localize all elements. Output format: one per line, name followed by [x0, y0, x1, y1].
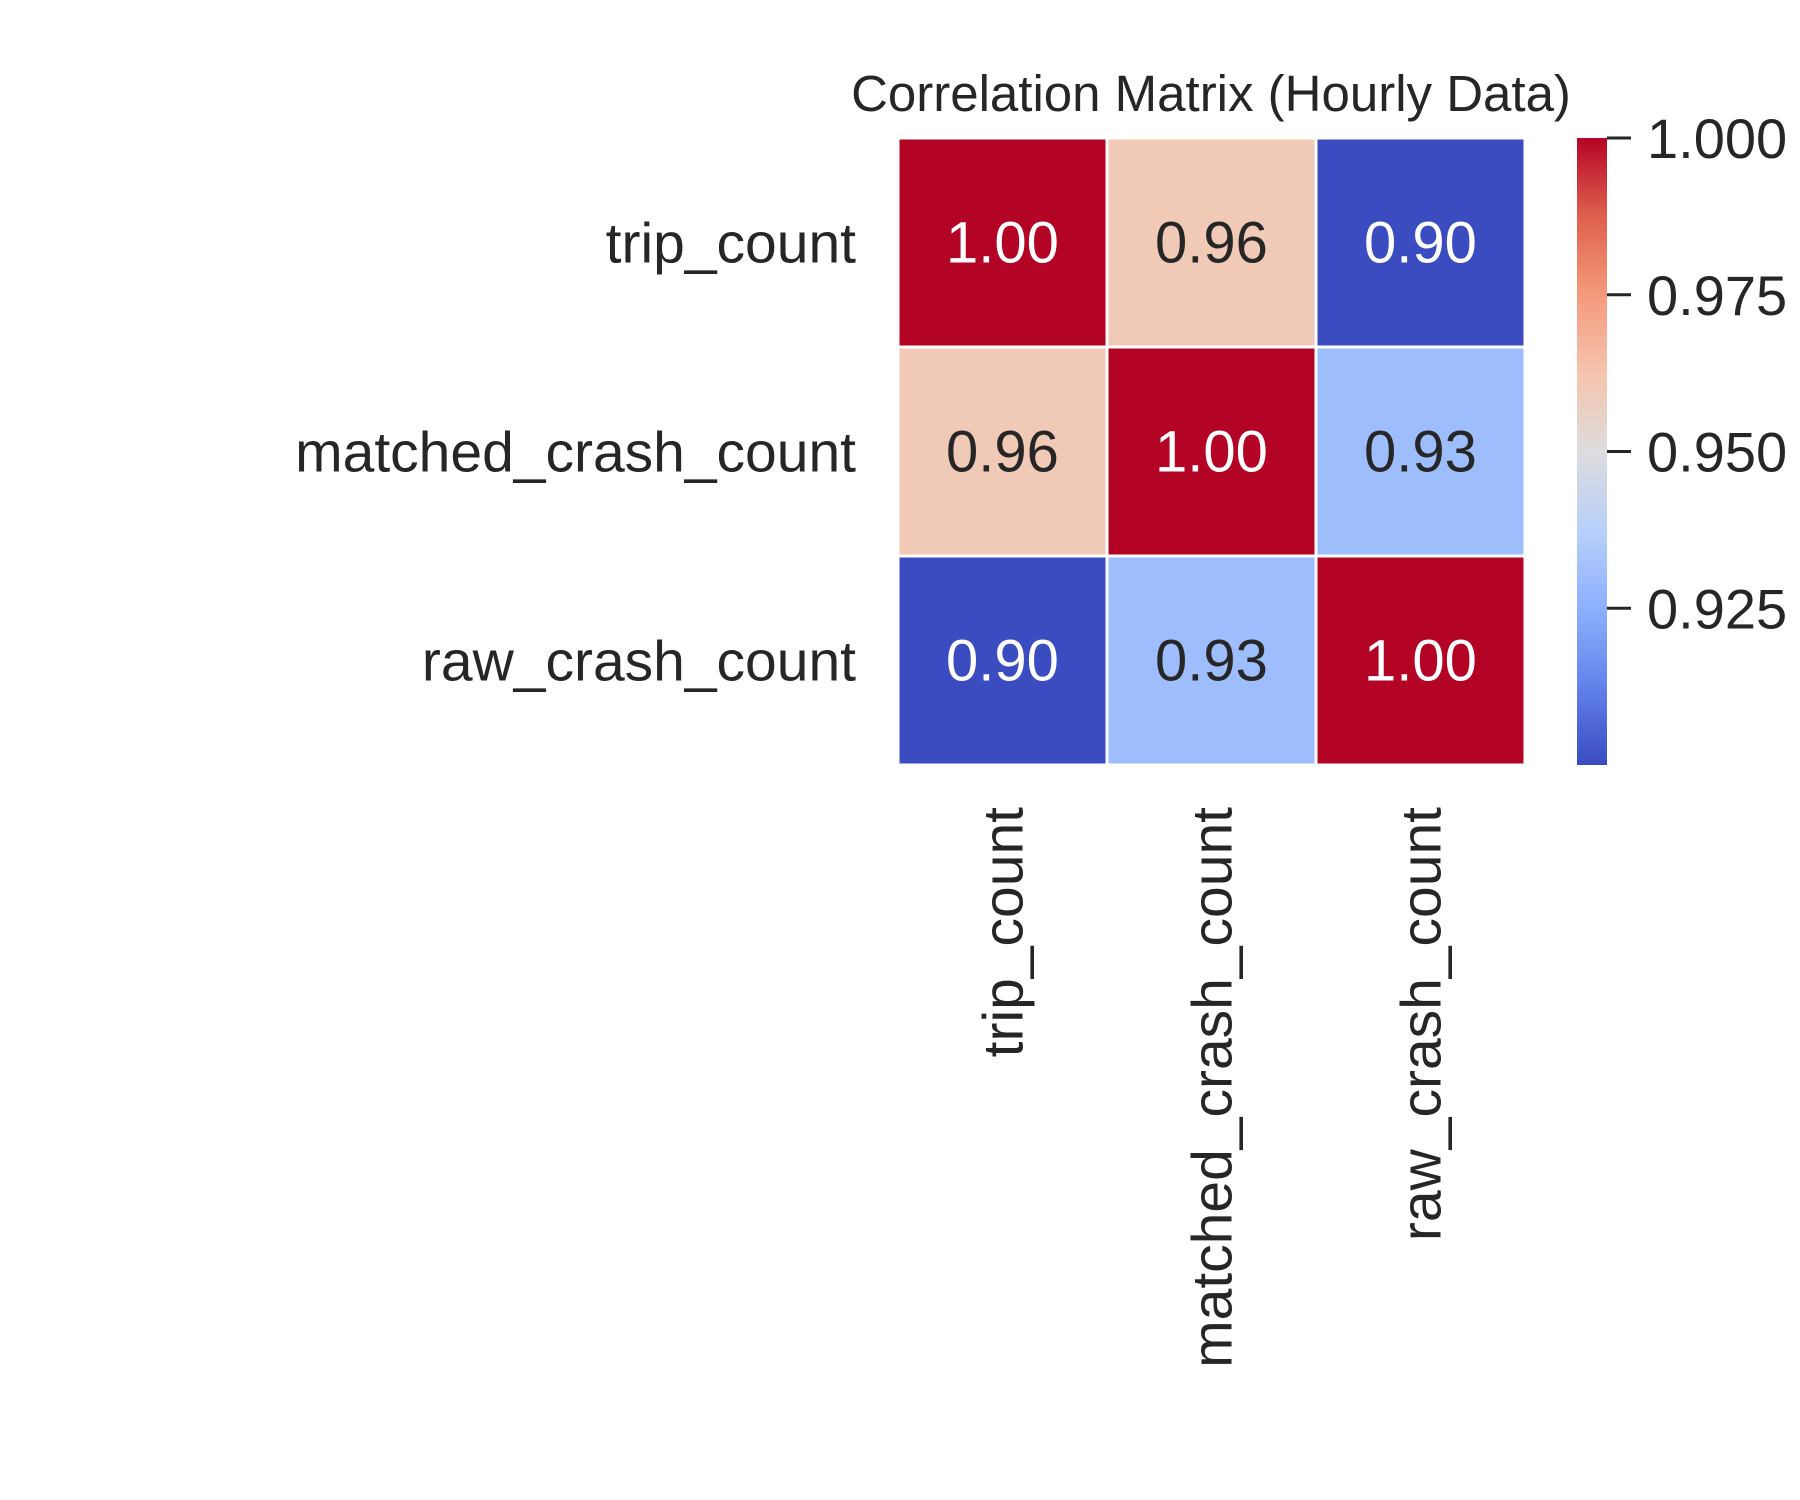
heatmap-cell-2-1	[1105, 554, 1318, 767]
y-tick-label-1: matched_crash_count	[295, 421, 856, 485]
x-axis-tick-labels: trip_count matched_crash_count raw_crash_c…	[972, 807, 1454, 1368]
cell-annotation-2-1: 0.93	[1155, 629, 1268, 694]
heatmap-cells	[896, 136, 1527, 767]
heatmap-cell-0-1	[1105, 136, 1318, 349]
heatmap-annotations: 1.00 0.96 0.90 0.96 1.00 0.93 0.90 0.93 1.00	[946, 211, 1477, 694]
cell-annotation-2-0: 0.90	[946, 629, 1059, 694]
colorbar-tick-label-2: 0.975	[1647, 264, 1787, 327]
cell-annotation-0-2: 0.90	[1364, 211, 1477, 276]
heatmap-cell-2-2	[1314, 554, 1527, 767]
x-tick-label-2: raw_crash_count	[1390, 807, 1454, 1241]
x-tick-label-0: trip_count	[972, 807, 1036, 1057]
chart-title: Correlation Matrix (Hourly Data)	[851, 65, 1571, 122]
cell-annotation-1-1: 1.00	[1155, 420, 1268, 485]
heatmap-cell-0-2	[1314, 136, 1527, 349]
x-tick-label-1: matched_crash_count	[1181, 807, 1245, 1368]
colorbar-tick-label-0: 0.925	[1647, 577, 1787, 640]
heatmap-cell-0-0	[896, 136, 1109, 349]
colorbar-tick-label-1: 0.950	[1647, 421, 1787, 484]
y-tick-label-0: trip_count	[606, 212, 856, 276]
heatmap-cell-2-0	[896, 554, 1109, 767]
y-axis-tick-labels: trip_count matched_crash_count raw_crash_c…	[295, 212, 856, 694]
colorbar	[1577, 138, 1607, 765]
colorbar-tick-label-3: 1.000	[1647, 107, 1787, 170]
cell-annotation-0-1: 0.96	[1155, 211, 1268, 276]
heatmap-cell-1-2	[1314, 345, 1527, 558]
colorbar-ticks: 0.925 0.950 0.975 1.000	[1607, 107, 1787, 640]
cell-annotation-0-0: 1.00	[946, 211, 1059, 276]
colorbar-gradient	[1577, 138, 1607, 765]
cell-annotation-1-0: 0.96	[946, 420, 1059, 485]
cell-annotation-1-2: 0.93	[1364, 420, 1477, 485]
cell-annotation-2-2: 1.00	[1364, 629, 1477, 694]
heatmap-cell-1-0	[896, 345, 1109, 558]
y-tick-label-2: raw_crash_count	[422, 630, 856, 694]
